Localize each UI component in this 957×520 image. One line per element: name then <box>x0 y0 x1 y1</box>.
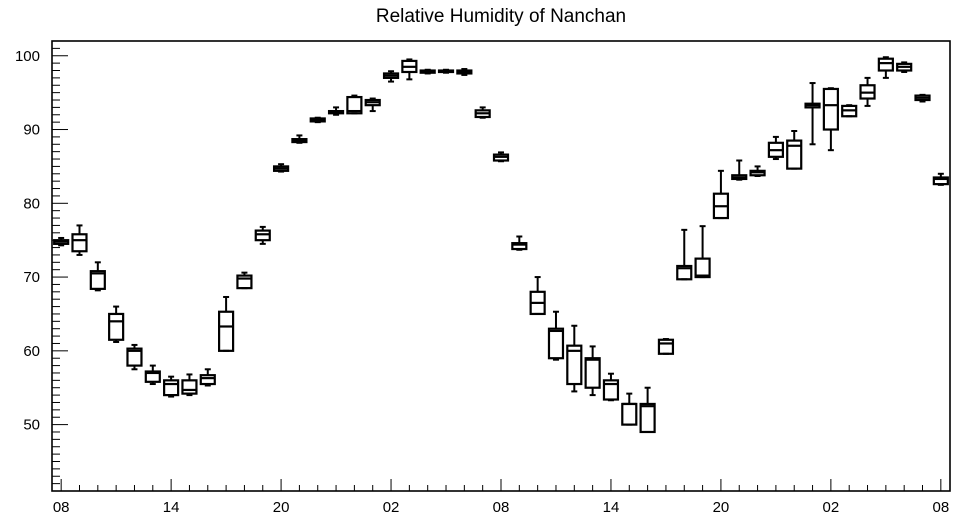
box-item <box>639 386 656 434</box>
box-item <box>712 169 730 220</box>
box-body <box>566 344 583 386</box>
box-item <box>419 68 436 75</box>
box-item <box>584 345 601 397</box>
box-body <box>676 264 693 281</box>
y-tick-label: 70 <box>23 269 40 286</box>
box-item <box>456 68 473 76</box>
box-series <box>53 56 949 434</box>
box-item <box>163 375 180 398</box>
box-item <box>767 135 784 161</box>
box-item <box>53 236 70 247</box>
box-item <box>346 94 363 115</box>
box-body <box>877 57 894 72</box>
box-body <box>584 357 601 389</box>
box-item <box>71 224 88 256</box>
box-body <box>126 347 143 367</box>
y-tick-label: 90 <box>23 122 40 139</box>
box-item <box>89 261 106 292</box>
box-body <box>71 233 88 253</box>
box-body <box>932 176 949 186</box>
box-item <box>529 276 546 316</box>
box-body <box>547 327 565 360</box>
box-item <box>236 271 253 290</box>
box-body <box>346 95 363 115</box>
box-item <box>932 172 949 186</box>
box-body <box>822 87 839 131</box>
box-item <box>474 106 491 119</box>
box-body <box>639 402 656 434</box>
box-item <box>841 104 858 118</box>
x-tick-label: 14 <box>603 499 620 516</box>
box-item <box>657 338 675 355</box>
box-item <box>382 70 400 83</box>
x-tick-label: 08 <box>53 499 70 516</box>
box-body <box>199 374 216 386</box>
box-item <box>914 93 931 103</box>
box-body <box>254 229 271 242</box>
y-tick-label: 50 <box>23 417 40 434</box>
x-tick-label: 20 <box>273 499 290 516</box>
box-item <box>621 392 638 426</box>
box-item <box>272 163 290 173</box>
box-item <box>676 228 693 281</box>
x-tick-label: 08 <box>932 499 949 516</box>
y-axis: 50 60 70 80 90 100 <box>15 40 68 492</box>
box-item <box>804 82 821 146</box>
box-item <box>199 368 216 387</box>
y-tick-label: 60 <box>23 343 40 360</box>
box-item <box>694 225 711 279</box>
box-body <box>657 338 675 355</box>
box-item <box>108 305 125 343</box>
box-item <box>786 130 803 170</box>
x-tick-label: 08 <box>493 499 510 516</box>
box-body <box>621 402 638 426</box>
box-item <box>859 76 876 107</box>
box-item <box>749 165 766 177</box>
box-body <box>218 310 235 352</box>
box-item <box>437 68 455 74</box>
box-item <box>144 364 161 386</box>
box-body <box>181 379 198 395</box>
box-body <box>144 370 161 383</box>
x-axis: 08 14 20 02 08 14 20 02 08 <box>53 479 949 516</box>
box-item <box>896 61 913 73</box>
box-item <box>126 343 143 371</box>
box-item <box>327 106 345 116</box>
box-item <box>877 56 894 79</box>
x-tick-label: 20 <box>713 499 730 516</box>
box-body <box>236 274 253 290</box>
box-body <box>163 379 180 397</box>
x-tick-label: 02 <box>823 499 840 516</box>
box-body <box>108 312 125 341</box>
box-item <box>309 116 326 124</box>
box-item <box>218 295 235 352</box>
box-item <box>401 58 418 81</box>
x-tick-label: 02 <box>383 499 400 516</box>
y-tick-label: 80 <box>23 195 40 212</box>
box-item <box>364 97 381 113</box>
box-item <box>822 87 839 152</box>
y-tick-label: 100 <box>15 48 40 65</box>
x-tick-label: 14 <box>163 499 180 516</box>
box-item <box>547 310 565 361</box>
box-item <box>511 235 528 251</box>
plot-frame <box>51 40 951 492</box>
box-item <box>566 324 583 393</box>
box-item <box>291 134 308 144</box>
box-item <box>492 151 510 163</box>
box-body <box>602 379 620 401</box>
box-item <box>602 372 620 402</box>
chart-title: Relative Humidity of Nanchan <box>376 6 626 27</box>
box-body <box>89 270 106 290</box>
box-item <box>254 225 271 245</box>
box-item <box>731 159 748 181</box>
box-body <box>694 257 711 279</box>
box-body <box>511 242 528 251</box>
box-body <box>786 139 803 170</box>
box-item <box>181 373 198 397</box>
